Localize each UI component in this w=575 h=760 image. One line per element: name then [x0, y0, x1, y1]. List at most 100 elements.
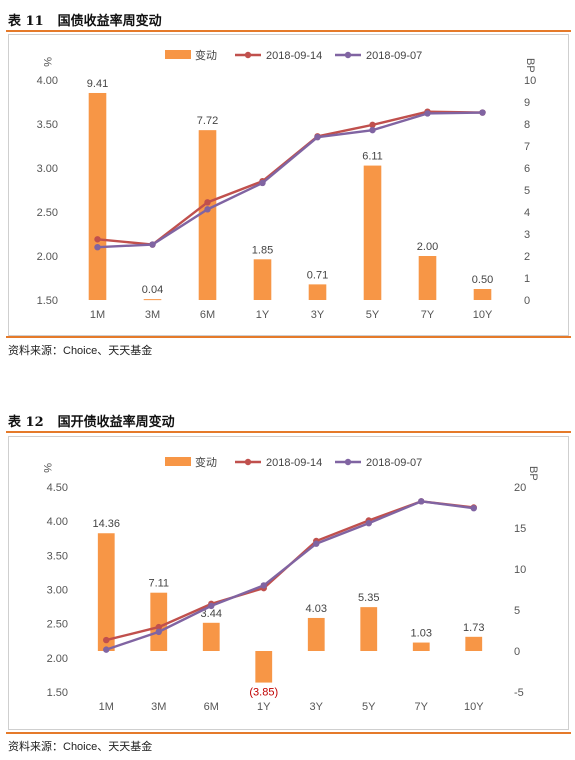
- series-point: [259, 179, 266, 187]
- bar-data-label: 6.11: [362, 151, 383, 163]
- series-line: [97, 111, 483, 249]
- chart-frame: [8, 34, 569, 336]
- bar-data-label: 14.36: [92, 518, 120, 530]
- series-point: [149, 241, 156, 248]
- bar: [150, 592, 168, 651]
- bar-data-label: 5.35: [358, 592, 379, 604]
- x-tick-label: 5Y: [366, 309, 380, 321]
- series-point: [314, 134, 321, 141]
- y2-tick-label: 10: [524, 75, 536, 87]
- bar: [198, 130, 217, 300]
- x-tick-label: 1M: [99, 701, 114, 713]
- x-tick-label: 3Y: [311, 309, 325, 321]
- left-axis-unit: %: [41, 463, 53, 473]
- bar-data-label: 3.44: [201, 608, 222, 620]
- bar: [255, 651, 273, 683]
- y-tick-label: 3.50: [37, 119, 58, 131]
- y2-tick-label: 5: [514, 605, 520, 617]
- bar: [307, 617, 325, 651]
- y-tick-label: 1.50: [37, 295, 58, 307]
- series-point: [470, 504, 477, 512]
- y2-tick-label: 0: [514, 646, 520, 658]
- y-tick-label: 2.00: [47, 653, 68, 665]
- bar: [418, 256, 437, 300]
- legend-swatch-point: [344, 51, 352, 59]
- legend-label: 2018-09-07: [366, 50, 422, 62]
- table-title-text: 国债收益率周变动: [57, 14, 162, 29]
- bar-data-label: 7.11: [148, 578, 169, 590]
- y-tick-label: 1.50: [47, 687, 68, 699]
- bottom-rule: [6, 336, 571, 338]
- series-point: [94, 236, 101, 243]
- y2-tick-label: 3: [524, 229, 530, 241]
- bar-data-label: 1.85: [252, 244, 273, 256]
- left-axis-unit: %: [41, 57, 53, 67]
- x-tick-label: 1M: [90, 309, 105, 321]
- series-point: [204, 206, 211, 213]
- series-point: [103, 636, 110, 644]
- chart-1-svg: % BP4.003.503.002.502.001.501098765432101…: [37, 48, 537, 321]
- bar: [202, 622, 220, 651]
- right-axis-unit: BP: [527, 466, 539, 481]
- bar-data-label: 4.03: [306, 603, 327, 615]
- legend-label: 变动: [195, 48, 217, 62]
- y2-tick-label: 5: [524, 185, 530, 197]
- right-axis-unit: BP: [524, 58, 536, 73]
- y2-tick-label: 10: [514, 564, 526, 576]
- y2-tick-label: 0: [524, 295, 530, 307]
- x-tick-label: 7Y: [421, 309, 435, 321]
- bar: [363, 165, 382, 300]
- bar-data-label: 0.71: [307, 269, 328, 281]
- title-rule: [6, 30, 571, 32]
- y2-tick-label: 4: [524, 207, 530, 219]
- x-tick-label: 3M: [145, 309, 160, 321]
- series-point: [365, 520, 372, 527]
- legend-swatch-point: [244, 458, 252, 466]
- y-tick-label: 4.00: [47, 516, 68, 528]
- legend-label: 变动: [195, 455, 217, 469]
- series-point: [313, 540, 320, 547]
- bar: [308, 284, 327, 300]
- y-tick-label: 3.00: [47, 585, 68, 597]
- series-point: [103, 646, 110, 653]
- table-number: 表 12: [8, 415, 44, 430]
- x-tick-label: 6M: [204, 701, 219, 713]
- legend-label: 2018-09-14: [266, 457, 322, 469]
- series-point: [155, 628, 162, 636]
- bar: [465, 636, 483, 651]
- legend-swatch-bar: [165, 457, 191, 466]
- x-tick-label: 10Y: [464, 701, 484, 713]
- bottom-rule: [6, 732, 571, 734]
- bar: [143, 299, 162, 301]
- legend-swatch-bar: [165, 50, 191, 59]
- series-point: [369, 126, 376, 134]
- table-title-text: 国开债收益率周变动: [57, 415, 175, 430]
- legend-swatch-point: [244, 51, 252, 59]
- legend-label: 2018-09-07: [366, 457, 422, 469]
- y-tick-label: 2.00: [37, 251, 58, 263]
- x-tick-label: 3Y: [310, 701, 324, 713]
- chart-frame: [8, 436, 569, 730]
- bar-data-label: 1.73: [463, 622, 484, 634]
- bar: [253, 259, 272, 300]
- y2-tick-label: 20: [514, 482, 526, 494]
- table-title-2: 表 12 国开债收益率周变动: [8, 411, 175, 430]
- bar: [360, 607, 378, 651]
- series-point: [418, 498, 425, 505]
- y2-tick-label: -5: [514, 687, 524, 699]
- source-note: 资料来源：Choice、天天基金: [8, 345, 153, 357]
- source-note: 资料来源：Choice、天天基金: [8, 741, 153, 753]
- table-title-1: 表 11 国债收益率周变动: [8, 10, 162, 29]
- bar-data-label: 0.04: [142, 284, 163, 296]
- x-tick-label: 10Y: [473, 309, 493, 321]
- bar-data-label: 1.03: [411, 628, 432, 640]
- bar: [473, 289, 492, 300]
- series-line: [105, 500, 474, 651]
- series-point: [479, 109, 486, 116]
- y-tick-label: 3.50: [47, 550, 68, 562]
- table-number: 表 11: [8, 14, 44, 29]
- legend-swatch-point: [344, 458, 352, 466]
- bar-data-label: 9.41: [87, 78, 108, 90]
